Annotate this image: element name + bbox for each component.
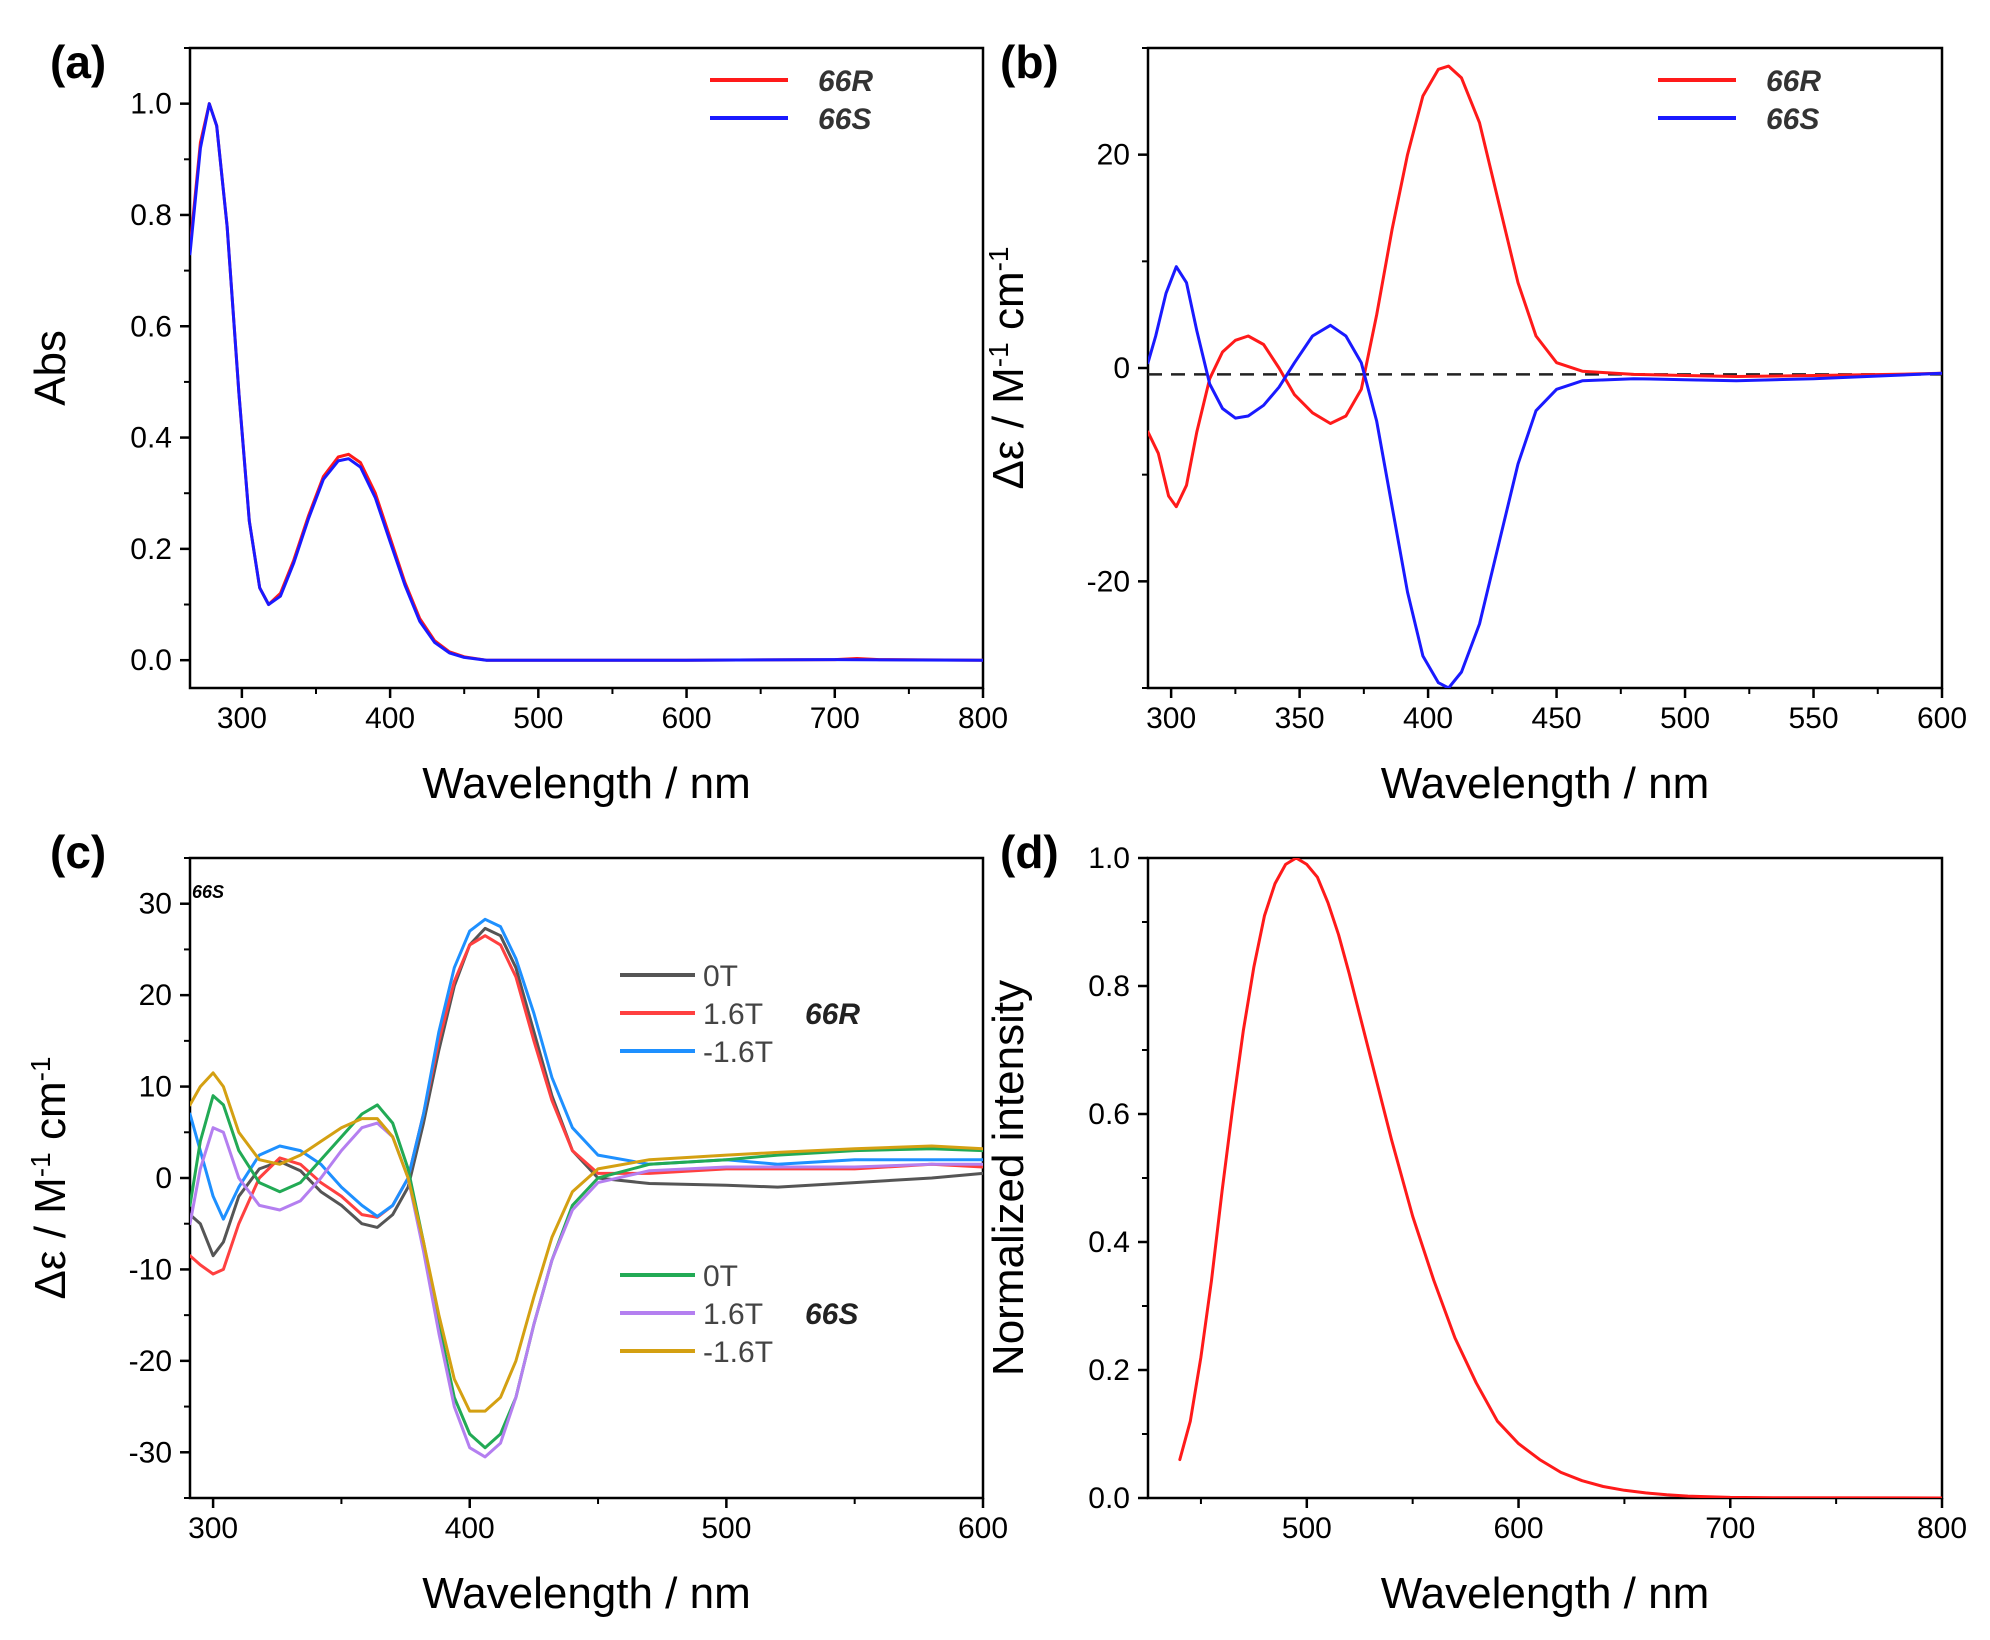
x-tick-label: 300 (1146, 702, 1196, 735)
x-tick-label: 400 (445, 1512, 495, 1545)
y-tick-label: 1.0 (1088, 842, 1130, 875)
series-line-1.6t (190, 1121, 983, 1459)
y-tick-label: 0.0 (1088, 1482, 1130, 1515)
legend-label: 1.6T (703, 998, 763, 1031)
x-tick-label: 700 (1705, 1512, 1755, 1545)
y-tick-label: 10 (139, 1071, 172, 1104)
series-layer (1178, 858, 1942, 1498)
y-tick-label: 20 (139, 979, 172, 1012)
x-tick-label: 400 (365, 702, 415, 735)
x-tick-label: 600 (662, 702, 712, 735)
legend-label: -1.6T (703, 1036, 773, 1069)
ylabel-superscript: -1 (983, 342, 1014, 367)
y-tick-label: 0 (1113, 352, 1130, 385)
x-tick-label: 550 (1788, 702, 1838, 735)
legend-group-label: 66R (805, 998, 860, 1031)
corner-label: 66S (192, 882, 224, 902)
y-axis-title: Δε / M-1 cm-1 (25, 1056, 76, 1299)
y-tick-label: -10 (129, 1253, 172, 1286)
y-tick-label: 0.4 (130, 422, 172, 455)
series-line-spectrum (1178, 858, 1942, 1498)
ylabel-part: cm (26, 1081, 75, 1152)
y-tick-label: 20 (1097, 139, 1130, 172)
panel-label: (d) (1000, 826, 1059, 878)
ylabel-superscript: -1 (25, 1152, 56, 1177)
x-axis-title: Wavelength / nm (422, 1569, 751, 1618)
panel-d: (d) 500 600 700 800 0.0 0.2 0.4 0.6 0.8 1.0 Wavelen… (984, 826, 1967, 1618)
x-tick-label: 500 (1660, 702, 1710, 735)
legend-group-label: 66S (805, 1298, 858, 1331)
x-axis-title: Wavelength / nm (422, 759, 751, 808)
x-tick-label: 700 (810, 702, 860, 735)
series-line--1.6t (190, 1071, 983, 1413)
ylabel-superscript: -1 (25, 1056, 56, 1081)
x-tick-label: 600 (958, 1512, 1008, 1545)
legend-label: 0T (703, 960, 738, 993)
y-tick-label: 30 (139, 888, 172, 921)
y-tick-label: -30 (129, 1436, 172, 1469)
x-tick-label: 300 (217, 702, 267, 735)
y-tick-label: 0.2 (130, 533, 172, 566)
y-tick-label: -20 (129, 1345, 172, 1378)
y-tick-label: 0.6 (1088, 1098, 1130, 1131)
x-axis-title: Wavelength / nm (1381, 1569, 1710, 1618)
y-tick-label: 0.8 (1088, 970, 1130, 1003)
panel-label: (b) (1000, 36, 1059, 88)
panel-label: (c) (50, 826, 106, 878)
series-line-66s (1148, 265, 1942, 688)
series-layer (190, 102, 983, 662)
series-line-1.6t (190, 934, 983, 1276)
y-axis-title: Δε / M-1 cm-1 (983, 246, 1034, 489)
y-tick-label: -20 (1087, 565, 1130, 598)
x-tick-label: 800 (958, 702, 1008, 735)
x-tick-label: 450 (1532, 702, 1582, 735)
y-axis-title: Normalized intensity (984, 980, 1033, 1376)
ylabel-part: Δε / M (984, 367, 1033, 489)
legend-label: 66R (818, 65, 873, 98)
legend-label: 66R (1766, 65, 1821, 98)
series-line-0t (190, 926, 983, 1258)
y-tick-label: 0.8 (130, 199, 172, 232)
panel-c: (c) 300 400 500 600 -30 -20 -10 0 10 20 30 Wavelengt… (25, 826, 1009, 1618)
legend-label: 0T (703, 1260, 738, 1293)
series-layer (1148, 64, 1942, 688)
y-tick-label: 0.2 (1088, 1354, 1130, 1387)
x-tick-label: 600 (1494, 1512, 1544, 1545)
ylabel-part: cm (984, 271, 1033, 342)
x-tick-label: 500 (513, 702, 563, 735)
series-layer (190, 917, 983, 1459)
series-line-0t (190, 1094, 983, 1450)
y-tick-label: 0.6 (130, 310, 172, 343)
x-tick-label: 600 (1917, 702, 1967, 735)
plot-frame (1146, 856, 1944, 1500)
y-tick-label: 0.0 (130, 644, 172, 677)
x-tick-label: 500 (701, 1512, 751, 1545)
y-axis-title: Abs (26, 330, 75, 406)
y-tick-label: 0.4 (1088, 1226, 1130, 1259)
panel-label: (a) (50, 36, 106, 88)
x-tick-label: 800 (1917, 1512, 1967, 1545)
plot-frame (188, 46, 985, 690)
ylabel-superscript: -1 (983, 246, 1014, 271)
legend-label: 1.6T (703, 1298, 763, 1331)
ylabel-part: Δε / M (26, 1177, 75, 1299)
series-line-66r (1148, 64, 1942, 509)
x-tick-label: 300 (188, 1512, 238, 1545)
legend-label: 66S (818, 103, 871, 136)
legend-label: -1.6T (703, 1336, 773, 1369)
x-tick-label: 350 (1275, 702, 1325, 735)
panel-b: (b) 300 350 400 450 500 550 600 -20 0 20 Wavelength… (983, 36, 1968, 808)
y-tick-label: 0 (155, 1162, 172, 1195)
panel-a: (a) 300 400 500 600 700 800 0.0 0.2 0.4 0.6 0.8 1.0 W… (26, 36, 1008, 808)
legend-label: 66S (1766, 103, 1819, 136)
y-tick-label: 1.0 (130, 88, 172, 121)
x-tick-label: 400 (1403, 702, 1453, 735)
series-line-66r (190, 102, 983, 662)
x-tick-label: 500 (1282, 1512, 1332, 1545)
series-line-66s (190, 102, 983, 662)
plot-frame (1146, 46, 1944, 690)
x-axis-title: Wavelength / nm (1381, 759, 1710, 808)
